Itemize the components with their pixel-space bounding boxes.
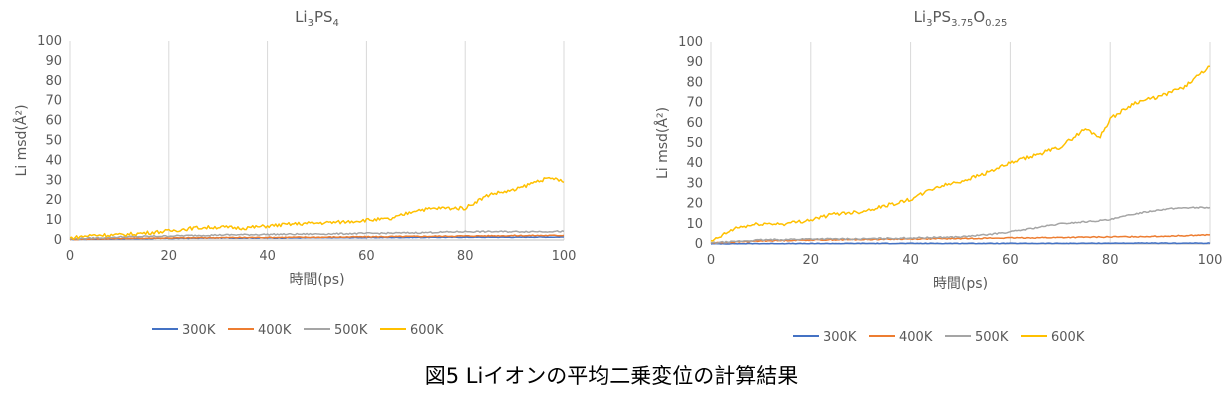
x-tick-label-60: 60 [358, 249, 375, 264]
x-tick-label-100: 100 [1198, 253, 1223, 268]
chart-title: Li3PS3.75O0.25 [914, 8, 1008, 29]
y-tick-label-0: 0 [54, 233, 62, 248]
x-tick-label-40: 40 [902, 253, 919, 268]
y-tick-label-100: 100 [37, 34, 62, 49]
y-tick-label-90: 90 [686, 55, 703, 70]
y-axis-label: Li msd(Å²) [654, 107, 671, 179]
figure-caption: 図5 Liイオンの平均二乗変位の計算結果 [424, 364, 799, 388]
legend-label-300K: 300K [182, 323, 216, 338]
legend-label-400K: 400K [258, 323, 292, 338]
y-tick-label-50: 50 [45, 134, 62, 149]
y-tick-label-80: 80 [686, 75, 703, 90]
legend-label-300K: 300K [823, 330, 857, 345]
y-tick-label-40: 40 [686, 156, 703, 171]
y-tick-label-20: 20 [686, 197, 703, 212]
y-tick-label-30: 30 [45, 173, 62, 188]
series-line-500K [711, 206, 1211, 244]
chart-li3ps375o025: Li3PS3.75O0.25 0 10 20 30 40 50 60 70 80 90 100 0 20 4… [654, 8, 1223, 345]
y-tick-label-90: 90 [45, 54, 62, 69]
x-tick-label-80: 80 [1102, 253, 1119, 268]
y-tick-label-60: 60 [45, 114, 62, 129]
x-tick-label-0: 0 [707, 253, 715, 268]
series-line-600K [69, 176, 565, 240]
x-axis-label: 時間(ps) [289, 272, 344, 288]
y-axis-label: Li msd(Å²) [13, 104, 30, 176]
x-tick-label-60: 60 [1002, 253, 1019, 268]
legend-label-600K: 600K [1051, 330, 1085, 345]
legend-label-500K: 500K [334, 323, 368, 338]
y-tick-label-0: 0 [695, 237, 703, 252]
y-tick-label-80: 80 [45, 74, 62, 89]
chart-li3ps4: Li3PS4 0 10 20 30 40 50 60 70 80 90 100 0 20 40 60 80 100… [13, 8, 577, 338]
y-tick-label-30: 30 [686, 176, 703, 191]
x-tick-label-0: 0 [66, 249, 74, 264]
x-tick-label-40: 40 [259, 249, 276, 264]
x-axis-label: 時間(ps) [933, 276, 988, 292]
x-tick-label-80: 80 [457, 249, 474, 264]
x-tick-label-20: 20 [161, 249, 178, 264]
y-tick-label-60: 60 [686, 116, 703, 131]
y-tick-label-40: 40 [45, 153, 62, 168]
y-tick-label-70: 70 [45, 94, 62, 109]
legend-label-400K: 400K [899, 330, 933, 345]
series-line-400K [69, 234, 565, 241]
y-tick-label-50: 50 [686, 136, 703, 151]
series-line-500K [69, 230, 565, 241]
series-line-300K [710, 242, 1211, 245]
chart-title: Li3PS4 [295, 8, 339, 29]
y-tick-label-20: 20 [45, 193, 62, 208]
series-line-400K [710, 233, 1210, 244]
y-tick-label-10: 10 [45, 213, 62, 228]
series-line-600K [710, 65, 1211, 242]
legend-label-500K: 500K [975, 330, 1009, 345]
y-tick-label-70: 70 [686, 96, 703, 111]
y-tick-label-10: 10 [686, 217, 703, 232]
x-tick-label-20: 20 [803, 253, 820, 268]
legend-label-600K: 600K [410, 323, 444, 338]
x-tick-label-100: 100 [552, 249, 577, 264]
y-tick-label-100: 100 [678, 35, 703, 50]
